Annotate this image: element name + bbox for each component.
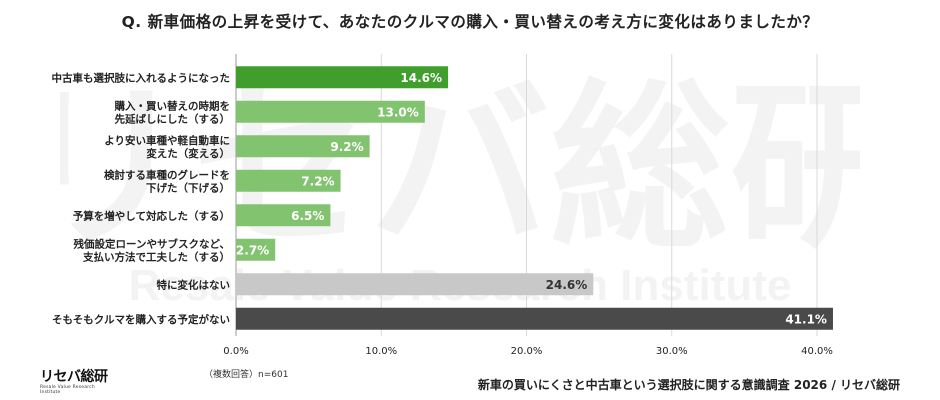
bar [236, 273, 594, 296]
category-label: 中古車も選択肢に入れるようになった [52, 71, 231, 84]
category-label: そもそもクルマを購入する予定がない [52, 313, 230, 326]
bar [236, 204, 331, 227]
data-label: 13.0% [377, 105, 419, 119]
data-label: 14.6% [400, 71, 442, 85]
sample-note: （複数回答）n=601 [204, 370, 289, 380]
x-tick-label: 40.0% [801, 346, 833, 357]
bar [236, 135, 370, 158]
category-label: 残価設定ローンやサブスクなど、支払い方法で工夫した（する） [74, 237, 230, 263]
category-label: 特に変化はない [157, 278, 231, 291]
logo-sub: Resale Value Research Institute [40, 385, 95, 395]
x-tick-label: 30.0% [656, 346, 688, 357]
data-label: 2.7% [236, 243, 269, 257]
source-text: 新車の買いにくさと中古車という選択肢に関する意識調査 2026 / リセバ総研 [477, 378, 900, 392]
category-label: 購入・買い替えの時期を先延ばしにした（する） [114, 99, 231, 125]
bar [236, 169, 341, 192]
bar [236, 238, 276, 261]
bar [236, 100, 425, 123]
bar [236, 307, 833, 330]
x-tick-label: 20.0% [511, 346, 543, 357]
data-label: 9.2% [330, 140, 363, 154]
x-tick-label: 0.0% [223, 346, 248, 357]
data-label: 7.2% [301, 174, 334, 188]
bar [236, 66, 449, 89]
category-label: 検討する車種のグレードを下げた（下げる） [104, 168, 230, 194]
page-title: Q. 新車価格の上昇を受けて、あなたのクルマの購入・買い替えの考え方に変化はあり… [121, 13, 819, 31]
category-label: 予算を増やして対応した（する） [73, 209, 230, 222]
data-label: 24.6% [546, 278, 588, 292]
logo: リセバ総研 Resale Value Research Institute [40, 370, 112, 396]
x-tick-label: 10.0% [365, 346, 397, 357]
data-label: 41.1% [785, 312, 827, 326]
data-label: 6.5% [291, 209, 324, 223]
logo-text: リセバ総研 [40, 369, 108, 385]
category-label: より安い車種や軽自動車に変えた（変える） [104, 134, 230, 160]
